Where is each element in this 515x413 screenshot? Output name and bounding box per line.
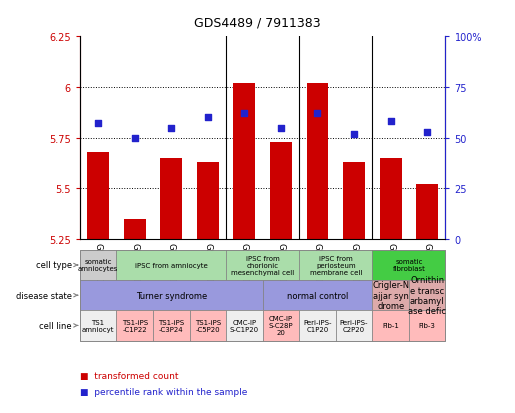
Text: disease state: disease state: [16, 291, 72, 300]
Text: iPSC from
chorionic
mesenchymal cell: iPSC from chorionic mesenchymal cell: [231, 255, 294, 275]
Bar: [380, 159, 402, 240]
Bar: [306, 84, 329, 240]
Text: Crigler-N
ajjar syn
drome: Crigler-N ajjar syn drome: [372, 281, 409, 310]
Text: normal control: normal control: [287, 291, 348, 300]
Text: ■  transformed count: ■ transformed count: [80, 371, 178, 380]
Text: cell type: cell type: [36, 261, 72, 270]
Bar: [270, 142, 292, 240]
Point: [350, 131, 358, 138]
Point: [423, 129, 432, 135]
Text: Fib-3: Fib-3: [419, 323, 436, 329]
Text: GDS4489 / 7911383: GDS4489 / 7911383: [194, 17, 321, 29]
Text: cell line: cell line: [40, 321, 72, 330]
Point: [241, 111, 249, 117]
Bar: [343, 163, 365, 240]
Bar: [233, 84, 255, 240]
Text: Turner syndrome: Turner syndrome: [135, 291, 207, 300]
Text: Ornithin
e transc
arbamyl
ase defic: Ornithin e transc arbamyl ase defic: [408, 275, 446, 316]
Bar: [160, 159, 182, 240]
Text: somatic
amniocytes: somatic amniocytes: [78, 259, 118, 272]
Text: TS1
amniocyt: TS1 amniocyt: [82, 319, 114, 332]
Bar: [124, 219, 146, 240]
Text: TS1-iPS
-C5P20: TS1-iPS -C5P20: [195, 319, 221, 332]
Text: iPSC from amniocyte: iPSC from amniocyte: [135, 262, 208, 268]
Text: iPSC from
periosteum
membrane cell: iPSC from periosteum membrane cell: [310, 255, 362, 275]
Text: Peri-iPS-
C2P20: Peri-iPS- C2P20: [340, 319, 368, 332]
Text: Fib-1: Fib-1: [382, 323, 399, 329]
Bar: [87, 152, 109, 240]
Point: [314, 111, 322, 117]
Text: TS1-iPS
-C1P22: TS1-iPS -C1P22: [122, 319, 148, 332]
Text: CMC-IP
S-C1P20: CMC-IP S-C1P20: [230, 319, 259, 332]
Text: CMC-IP
S-C28P
20: CMC-IP S-C28P 20: [269, 316, 293, 336]
Point: [277, 125, 285, 131]
Bar: [197, 163, 219, 240]
Point: [131, 135, 139, 142]
Text: somatic
fibroblast: somatic fibroblast: [392, 259, 425, 272]
Text: ■  percentile rank within the sample: ■ percentile rank within the sample: [80, 387, 247, 396]
Point: [204, 115, 212, 121]
Text: TS1-iPS
-C3P24: TS1-iPS -C3P24: [158, 319, 184, 332]
Bar: [416, 185, 438, 240]
Point: [94, 121, 102, 128]
Text: Peri-iPS-
C1P20: Peri-iPS- C1P20: [303, 319, 332, 332]
Point: [167, 125, 176, 131]
Point: [387, 119, 395, 126]
